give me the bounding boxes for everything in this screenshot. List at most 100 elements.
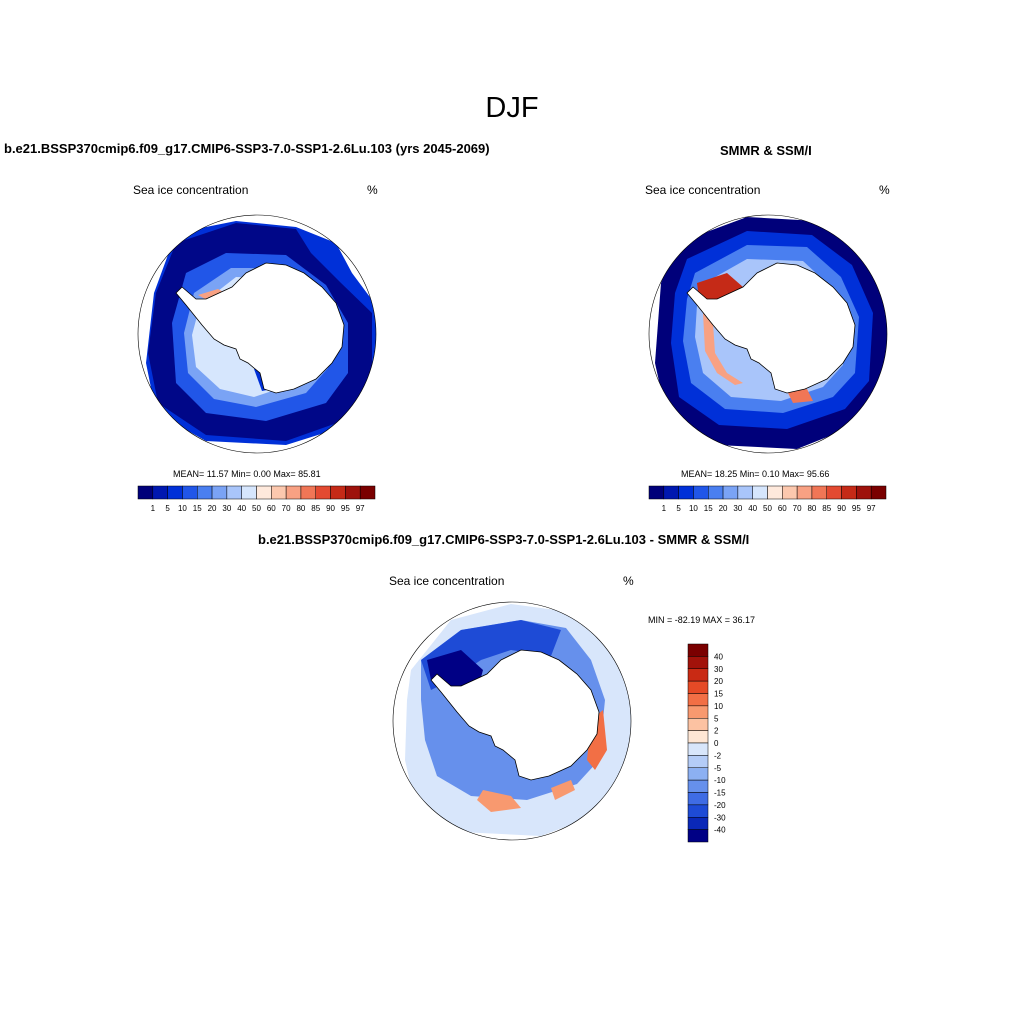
colorbar-swatch [722,485,739,500]
colorbar-swatch [856,485,872,500]
panel3-diff-ross-red [477,790,521,812]
colorbar-label: 97 [356,504,365,513]
colorbar-swatch [687,693,709,707]
colorbar-label: 10 [689,504,698,513]
panel1-units: % [367,183,378,197]
panel3-colorbar-swatches [687,643,709,843]
panel2-stats: MEAN= 18.25 Min= 0.10 Max= 95.66 [681,469,830,479]
colorbar-swatch [687,730,709,744]
colorbar-swatch [330,485,346,500]
colorbar-label: 70 [793,504,802,513]
colorbar-label: 15 [704,504,713,513]
colorbar-swatch [359,485,376,500]
colorbar-swatch [687,680,709,694]
colorbar-swatch [197,485,213,500]
colorbar-swatch [285,485,302,500]
panel1-variable: Sea ice concentration [133,183,249,197]
colorbar-label: 30 [733,504,742,513]
colorbar-swatch [782,485,798,500]
colorbar-swatch [241,485,257,500]
panel1-title: b.e21.BSSP370cmip6.f09_g17.CMIP6-SSP3-7.… [4,141,490,156]
colorbar-label: 50 [763,504,772,513]
colorbar-swatch [678,485,694,500]
colorbar-label: 85 [822,504,831,513]
colorbar-label: 20 [208,504,217,513]
colorbar-label: -10 [714,776,726,785]
panel2-coast-patch [703,313,743,385]
colorbar-label: 90 [326,504,335,513]
colorbar-swatch [811,485,827,500]
colorbar-label: -30 [714,813,726,822]
colorbar-swatch [767,485,783,500]
colorbar-swatch [687,804,709,818]
colorbar-label: -15 [714,789,726,798]
colorbar-label: 80 [807,504,816,513]
colorbar-label: 15 [714,690,723,699]
colorbar-swatch [687,755,709,768]
colorbar-swatch [687,767,709,781]
colorbar-label: 0 [714,739,719,748]
colorbar-label: 15 [193,504,202,513]
colorbar-label: 30 [222,504,231,513]
main-title: DJF [485,92,539,124]
colorbar-swatch [256,485,272,500]
colorbar-swatch [708,485,724,500]
colorbar-label: 40 [714,652,723,661]
panel2-colorbar: 1 5 10 15 20 30 40 50 60 70 80 85 90 95 97 [648,485,887,513]
panel2-antarctica [686,262,856,394]
colorbar-label: 90 [837,504,846,513]
panel1-antarctica [175,262,345,394]
panel3-stats: MIN = -82.19 MAX = 36.17 [648,615,756,625]
colorbar-label: 85 [311,504,320,513]
panel2-map [648,214,888,454]
panel3-antarctica [430,649,600,781]
panel2-title: SMMR & SSM/I [720,143,812,158]
colorbar-swatch [137,485,154,500]
panel2-variable: Sea ice concentration [645,183,761,197]
colorbar-swatch [687,705,709,719]
colorbar-swatch [226,485,242,500]
panel1-stats: MEAN= 11.57 Min= 0.00 Max= 85.81 [173,469,321,479]
colorbar-swatch [167,485,183,500]
colorbar-swatch [687,643,709,657]
colorbar-label: 80 [296,504,305,513]
colorbar-label: 60 [267,504,276,513]
colorbar-swatch [687,668,709,682]
panel3-variable: Sea ice concentration [389,574,505,588]
panel1-colorbar: 1 5 10 15 20 30 40 50 60 70 80 85 90 95 97 [137,485,376,513]
colorbar-swatch [687,779,709,793]
colorbar-label: 2 [714,727,719,736]
panel3-units: % [623,574,634,588]
panel1-colorbar-swatches [137,485,376,500]
colorbar-label: 40 [748,504,757,513]
colorbar-swatch [826,485,842,500]
colorbar-swatch [315,485,331,500]
panel2-colorbar-labels: 1 5 10 15 20 30 40 50 60 70 80 85 90 95 97 [662,504,877,513]
panel1-map [137,214,377,454]
panel2-units: % [879,183,890,197]
colorbar-label: -40 [714,826,726,835]
colorbar-swatch [687,718,709,731]
colorbar-label: 70 [282,504,291,513]
colorbar-label: 50 [252,504,261,513]
colorbar-swatch [687,829,709,843]
colorbar-label: 5 [165,504,170,513]
colorbar-swatch [663,485,679,500]
colorbar-swatch [687,656,709,669]
panel3-title: b.e21.BSSP370cmip6.f09_g17.CMIP6-SSP3-7.… [258,532,750,547]
colorbar-swatch [870,485,887,500]
colorbar-swatch [345,485,361,500]
colorbar-swatch [687,792,709,806]
colorbar-swatch [796,485,813,500]
colorbar-swatch [648,485,665,500]
colorbar-label: 5 [676,504,681,513]
colorbar-label: -20 [714,801,726,810]
colorbar-label: 10 [178,504,187,513]
colorbar-label: 30 [714,665,723,674]
colorbar-label: 95 [341,504,350,513]
colorbar-swatch [737,485,753,500]
colorbar-swatch [271,485,287,500]
colorbar-label: 40 [237,504,246,513]
